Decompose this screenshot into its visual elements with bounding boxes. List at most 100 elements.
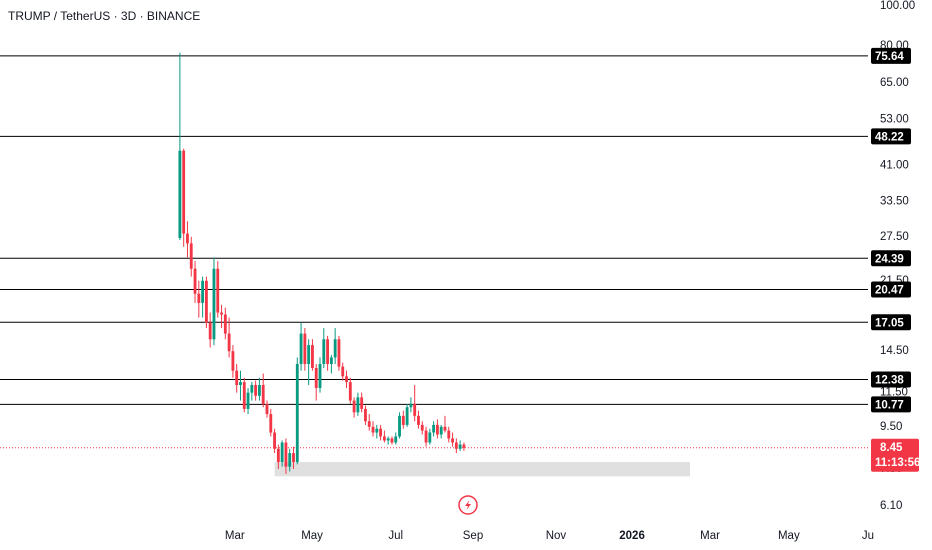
level-label-box (871, 371, 911, 388)
candle-body (420, 424, 424, 431)
candle-body (212, 268, 216, 340)
candle-body (401, 415, 405, 425)
candle-body (435, 424, 439, 435)
candle-body (432, 424, 436, 433)
level-label-box (871, 281, 911, 298)
zone (274, 462, 691, 477)
candle-body (428, 432, 432, 443)
candle-body (382, 436, 386, 441)
candle-body (352, 400, 356, 413)
candle-body (447, 430, 451, 439)
candle-body (390, 438, 394, 443)
candle-body (276, 448, 280, 463)
candle-body (462, 444, 466, 448)
candle-body (333, 339, 337, 358)
x-tick-label: Mar (225, 530, 245, 542)
x-tick-label: Sep (463, 530, 483, 542)
candle-body (242, 382, 246, 409)
x-tick-label: Jul (388, 530, 403, 542)
candle-body (246, 392, 250, 409)
x-tick-label: Ju (862, 530, 874, 542)
candle-body (250, 385, 254, 393)
y-tick-label: 9.50 (880, 421, 902, 433)
y-tick-label: 33.50 (880, 196, 909, 208)
candle-body (280, 442, 284, 463)
y-tick-label: 65.00 (880, 77, 909, 89)
x-tick-label: Nov (546, 530, 567, 542)
candle-body (394, 436, 398, 443)
candle-body (379, 428, 383, 437)
candle-body (269, 414, 273, 433)
candle-body (345, 376, 348, 383)
candle-body (371, 426, 375, 433)
candle-body (329, 357, 333, 364)
countdown-label: 11:13:56 (875, 457, 920, 469)
candle-body (227, 333, 231, 352)
candle-body (178, 150, 182, 239)
candle-body (458, 444, 462, 449)
candle-body (348, 382, 352, 401)
level-label: 20.47 (875, 285, 904, 297)
candle-body (204, 280, 208, 323)
candle-body (386, 438, 390, 441)
candle-body (288, 453, 292, 467)
candle-body (197, 293, 201, 303)
candle-body (322, 339, 326, 364)
level-label-box (871, 128, 911, 145)
candle-body (417, 415, 420, 425)
candle-body (273, 432, 276, 449)
y-tick-label: 27.50 (880, 231, 909, 243)
candle-body (189, 243, 193, 269)
candle-body (284, 442, 288, 467)
candle-body (208, 322, 212, 340)
last-price-label: 8.45 (880, 442, 903, 454)
candle-body (254, 385, 258, 396)
candle-body (303, 333, 307, 364)
candle-body (223, 314, 227, 334)
level-label: 75.64 (875, 51, 904, 63)
candle-body (235, 370, 239, 386)
candle-body (398, 415, 401, 437)
candle-body (201, 280, 205, 303)
level-label: 10.77 (875, 399, 904, 411)
candle-body (295, 363, 299, 463)
chart-title: TRUMP / TetherUS · 3D · BINANCE (8, 9, 200, 23)
candle-body (186, 233, 189, 244)
candle-body (239, 382, 242, 386)
y-tick-label: 41.00 (880, 159, 909, 171)
candle-body (216, 268, 220, 313)
y-tick-label: 53.00 (880, 114, 909, 126)
candle-body (341, 366, 345, 377)
y-tick-label: 6.10 (880, 500, 902, 512)
level-label-box (871, 250, 911, 267)
candle-body (356, 397, 360, 413)
candle-body (439, 426, 443, 435)
candle-body (292, 453, 295, 463)
x-tick-label: May (778, 530, 800, 542)
candle-body (231, 351, 235, 371)
logo-icon (458, 495, 478, 515)
level-label-box (871, 396, 911, 413)
level-label: 48.22 (875, 131, 904, 143)
candle-body (299, 333, 303, 364)
candle-body (451, 438, 454, 443)
y-tick-label: 100.00 (880, 0, 915, 12)
candle-body (220, 312, 223, 315)
level-label-box (871, 314, 911, 331)
candle-body (257, 385, 261, 396)
x-tick-label: Mar (700, 530, 720, 542)
level-label-box (871, 47, 911, 64)
candle-body (367, 421, 371, 427)
last-price-box (871, 438, 919, 472)
candle-body (261, 385, 265, 404)
candle-body (413, 403, 417, 416)
candle-body (326, 339, 330, 364)
candle-body (443, 426, 447, 431)
candle-body (265, 403, 269, 415)
candle-body (311, 345, 314, 368)
candle-body (360, 397, 364, 409)
candle-body (364, 408, 367, 422)
level-label: 17.05 (875, 317, 904, 329)
